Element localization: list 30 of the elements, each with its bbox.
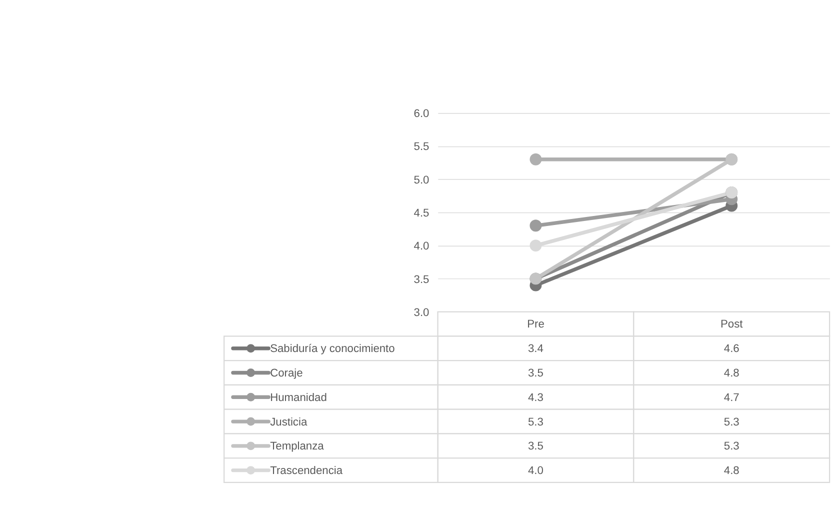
y-tick-label: 4.0 [414, 240, 430, 253]
legend-label: Humanidad [270, 392, 327, 404]
data-label: 5.3 [724, 440, 740, 453]
data-label: 5.3 [528, 416, 544, 428]
y-tick-label: 3.5 [414, 274, 430, 286]
x-tick-label: Post [720, 318, 743, 331]
data-label: 4.7 [724, 392, 740, 404]
data-label: 4.3 [528, 392, 544, 404]
data-label: 3.4 [528, 343, 544, 356]
legend-label: Trascendencia [270, 465, 344, 478]
legend-label: Templanza [270, 440, 325, 453]
y-tick-label: 6.0 [414, 108, 430, 120]
y-tick-label: 4.5 [414, 207, 430, 220]
data-label: 4.8 [724, 465, 740, 478]
data-label: 3.5 [528, 440, 544, 453]
y-tick-label: 3.0 [414, 306, 430, 319]
data-label: 3.5 [528, 367, 544, 380]
legend-label: Coraje [270, 367, 303, 380]
legend-label: Justicia [270, 416, 308, 428]
legend-label: Sabiduría y conocimiento [270, 343, 395, 356]
data-label: 5.3 [724, 416, 740, 428]
point [530, 220, 542, 232]
data-label: 4.6 [724, 343, 740, 356]
point [530, 240, 542, 252]
point [530, 153, 542, 166]
y-tick-label: 5.5 [414, 141, 430, 154]
data-label: 4.8 [724, 367, 740, 380]
data-label: 4.0 [528, 465, 544, 478]
x-tick-label: Pre [527, 318, 544, 331]
y-tick-label: 5.0 [414, 174, 430, 186]
